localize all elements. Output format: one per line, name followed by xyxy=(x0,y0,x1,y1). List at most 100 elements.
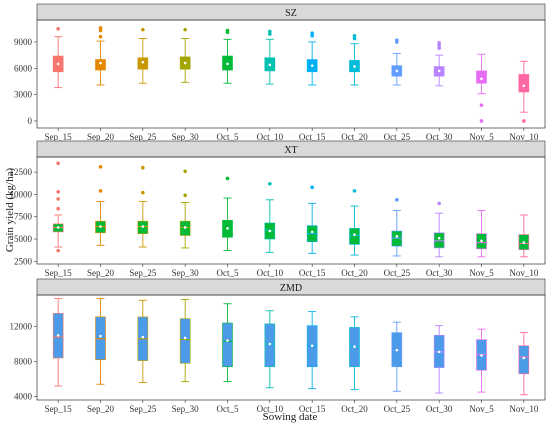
mean-marker xyxy=(480,239,483,243)
y-tick-label: 12000 xyxy=(10,322,33,332)
box-sep-30 xyxy=(179,27,191,83)
panel-zmd: ZMD 4000 8000 12000 Sep_15 Sep_20 Sep_25 Sep_30… xyxy=(10,278,546,414)
box-body xyxy=(518,345,530,375)
x-tick-label: Sep_30 xyxy=(172,268,200,278)
mean-marker xyxy=(141,335,145,339)
outlier-point xyxy=(395,38,399,42)
x-tick-label: Oct_15 xyxy=(299,404,326,414)
outlier-point xyxy=(479,103,484,107)
x-tick-label: Oct_5 xyxy=(217,404,239,414)
x-tick-label: Nov_10 xyxy=(509,132,538,142)
mean-marker xyxy=(99,225,102,228)
x-tick-label: Nov_5 xyxy=(469,404,494,414)
mean-marker xyxy=(353,233,356,236)
mean-marker xyxy=(353,65,356,68)
box-sep-30 xyxy=(179,298,191,383)
outlier-point xyxy=(183,169,187,174)
outlier-point xyxy=(268,181,272,186)
box-oct-10 xyxy=(264,310,276,389)
y-tick-label: 0 xyxy=(28,116,33,126)
x-tick-label: Oct_10 xyxy=(257,132,284,142)
box-oct-25 xyxy=(391,321,403,392)
box-oct-20 xyxy=(349,189,360,256)
mean-marker xyxy=(226,62,229,66)
outlier-point xyxy=(141,27,145,32)
outlier-point xyxy=(310,185,314,190)
outlier-point xyxy=(479,119,484,123)
x-tick-label: Oct_30 xyxy=(426,404,453,414)
outlier-point xyxy=(437,46,441,50)
box-oct-5 xyxy=(222,176,233,252)
x-tick-label: Oct_20 xyxy=(341,268,368,278)
x-tick-label: Oct_30 xyxy=(426,132,453,142)
mean-marker xyxy=(183,61,187,65)
outlier-point xyxy=(141,190,145,195)
y-tick-label: 4000 xyxy=(14,392,33,402)
x-tick-label: Oct_25 xyxy=(384,132,411,142)
box-nov-10 xyxy=(518,214,530,258)
x-tick-label: Sep_30 xyxy=(172,132,200,142)
x-axis-title: Sowing date xyxy=(263,411,318,423)
box-body xyxy=(95,59,106,71)
panel-title: XT xyxy=(284,145,297,156)
outlier-point xyxy=(352,36,357,41)
x-tick-label: Oct_15 xyxy=(299,268,326,278)
mean-marker xyxy=(183,226,187,229)
outlier-point xyxy=(98,26,103,30)
box-nov-5 xyxy=(476,210,487,258)
mean-marker xyxy=(353,345,356,348)
outlier-point xyxy=(56,26,60,31)
outlier-point xyxy=(183,27,187,32)
outlier-point xyxy=(56,161,60,166)
mean-marker xyxy=(56,226,60,229)
box-oct-30 xyxy=(433,41,445,87)
outlier-point xyxy=(352,189,357,193)
mean-marker xyxy=(480,77,483,81)
box-oct-25 xyxy=(391,198,403,257)
outlier-point xyxy=(437,43,441,48)
x-tick-label: Oct_20 xyxy=(341,404,368,414)
outlier-point xyxy=(56,189,60,194)
box-oct-10 xyxy=(264,181,276,253)
x-tick-label: Nov_5 xyxy=(469,132,494,142)
mean-marker xyxy=(437,350,441,354)
y-tick-label: 2500 xyxy=(14,256,33,266)
y-tick-label: 10000 xyxy=(10,189,33,199)
panel-border xyxy=(36,156,546,265)
box-oct-20 xyxy=(349,34,360,86)
x-tick-label: Nov_5 xyxy=(469,268,494,278)
box-sep-25 xyxy=(137,299,149,383)
x-tick-label: Oct_20 xyxy=(341,132,368,142)
x-tick-label: Nov_10 xyxy=(509,268,538,278)
box-sep-15 xyxy=(52,298,64,387)
box-oct-15 xyxy=(306,311,318,390)
mean-marker xyxy=(310,64,314,67)
outlier-point xyxy=(56,206,60,211)
outlier-point xyxy=(310,34,314,38)
mean-marker xyxy=(437,236,441,240)
x-tick-label: Sep_15 xyxy=(45,404,73,414)
box-oct-5 xyxy=(222,28,233,84)
outlier-point xyxy=(98,165,103,169)
box-nov-5 xyxy=(476,328,487,393)
mean-marker xyxy=(183,336,187,340)
x-tick-label: Sep_30 xyxy=(172,404,200,414)
mean-marker xyxy=(56,333,60,337)
box-sep-30 xyxy=(179,169,191,249)
box-body xyxy=(222,322,233,368)
outlier-point xyxy=(352,34,357,38)
mean-marker xyxy=(268,63,272,67)
box-nov-5 xyxy=(476,53,487,123)
x-tick-label: Sep_25 xyxy=(129,268,157,278)
box-sep-15 xyxy=(52,161,64,253)
box-body xyxy=(476,70,487,84)
mean-marker xyxy=(99,61,102,65)
box-sep-20 xyxy=(95,26,106,86)
box-sep-25 xyxy=(137,165,149,248)
box-body xyxy=(137,57,149,70)
mean-marker xyxy=(310,230,314,234)
box-sep-15 xyxy=(52,26,64,89)
box-oct-30 xyxy=(433,201,445,258)
x-tick-label: Oct_5 xyxy=(217,132,239,142)
box-sep-25 xyxy=(137,27,149,84)
